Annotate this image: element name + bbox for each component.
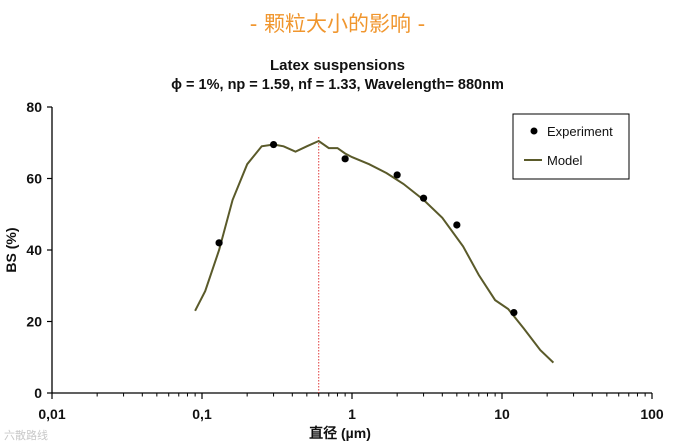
y-axis-label: BS (%) <box>3 227 19 272</box>
data-point-experiment <box>453 221 461 229</box>
watermark: 六散路线 <box>4 429 48 442</box>
data-point-experiment <box>510 308 518 317</box>
data-point-experiment <box>393 171 401 179</box>
y-tick-label: 40 <box>26 242 42 258</box>
slide-title: - 颗粒大小的影响 - <box>249 12 426 36</box>
data-point-experiment <box>215 239 223 247</box>
x-axis-label: 直径 (µm) <box>309 425 371 441</box>
legend-label-model: Model <box>547 153 583 168</box>
data-point-experiment <box>269 140 278 149</box>
chart-subtitle: ϕ = 1%, np = 1.59, nf = 1.33, Wavelength… <box>171 77 504 93</box>
x-tick-label: 100 <box>640 406 664 422</box>
y-tick-label: 80 <box>26 99 42 115</box>
data-point-experiment <box>419 194 428 202</box>
series-model-line <box>194 139 555 364</box>
x-tick-label: 0,01 <box>38 406 65 422</box>
y-tick-label: 60 <box>26 171 42 187</box>
legend-box <box>512 113 630 180</box>
x-tick-label: 1 <box>348 406 356 422</box>
legend-marker-experiment <box>530 127 538 135</box>
legend-label-experiment: Experiment <box>547 124 613 139</box>
x-tick-label: 0,1 <box>192 406 212 422</box>
y-tick-label: 0 <box>34 385 42 401</box>
legend: Experiment Model <box>512 113 630 180</box>
chart-title: Latex suspensions <box>269 57 406 74</box>
x-tick-label: 10 <box>494 406 510 422</box>
y-tick-label: 20 <box>26 314 42 330</box>
data-point-experiment <box>341 155 349 163</box>
